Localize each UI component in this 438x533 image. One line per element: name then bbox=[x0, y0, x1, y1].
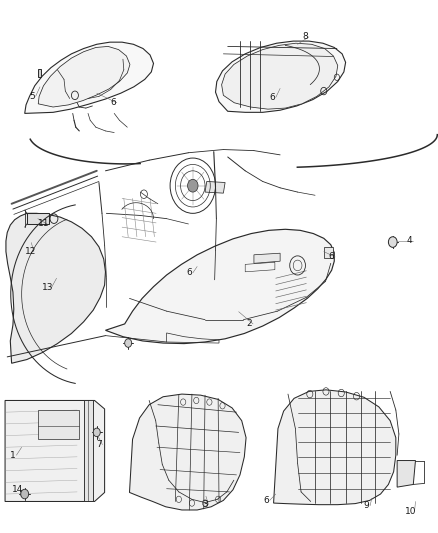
Circle shape bbox=[93, 428, 100, 437]
Polygon shape bbox=[38, 69, 41, 77]
Polygon shape bbox=[25, 42, 153, 114]
Text: 6: 6 bbox=[269, 93, 275, 102]
Polygon shape bbox=[5, 400, 105, 502]
Text: 13: 13 bbox=[42, 283, 53, 292]
Text: 11: 11 bbox=[38, 220, 49, 229]
Polygon shape bbox=[130, 394, 246, 510]
Polygon shape bbox=[222, 43, 338, 109]
Circle shape bbox=[21, 489, 28, 499]
Text: 6: 6 bbox=[263, 496, 269, 505]
Polygon shape bbox=[274, 390, 396, 505]
Text: 12: 12 bbox=[25, 247, 36, 256]
Polygon shape bbox=[84, 400, 93, 502]
Text: 2: 2 bbox=[247, 319, 252, 328]
Polygon shape bbox=[205, 181, 225, 193]
Text: 8: 8 bbox=[303, 33, 308, 42]
Polygon shape bbox=[6, 213, 106, 364]
Text: 6: 6 bbox=[110, 98, 116, 107]
Text: 6: 6 bbox=[187, 269, 192, 277]
Text: 1: 1 bbox=[10, 451, 16, 460]
Polygon shape bbox=[38, 46, 130, 107]
Text: 3: 3 bbox=[202, 500, 208, 509]
Polygon shape bbox=[215, 41, 346, 112]
Text: 14: 14 bbox=[11, 485, 23, 494]
Circle shape bbox=[389, 237, 397, 247]
Text: 7: 7 bbox=[96, 440, 102, 449]
Polygon shape bbox=[254, 253, 280, 263]
Text: 4: 4 bbox=[406, 237, 412, 246]
Text: 10: 10 bbox=[405, 506, 417, 515]
Text: 5: 5 bbox=[29, 92, 35, 101]
Polygon shape bbox=[397, 461, 416, 487]
Text: 9: 9 bbox=[364, 501, 369, 510]
Polygon shape bbox=[27, 213, 49, 224]
Polygon shape bbox=[106, 229, 334, 344]
Polygon shape bbox=[38, 410, 79, 439]
Polygon shape bbox=[324, 247, 332, 258]
Text: 6: 6 bbox=[329, 253, 335, 261]
Circle shape bbox=[187, 179, 198, 192]
Circle shape bbox=[125, 339, 132, 348]
